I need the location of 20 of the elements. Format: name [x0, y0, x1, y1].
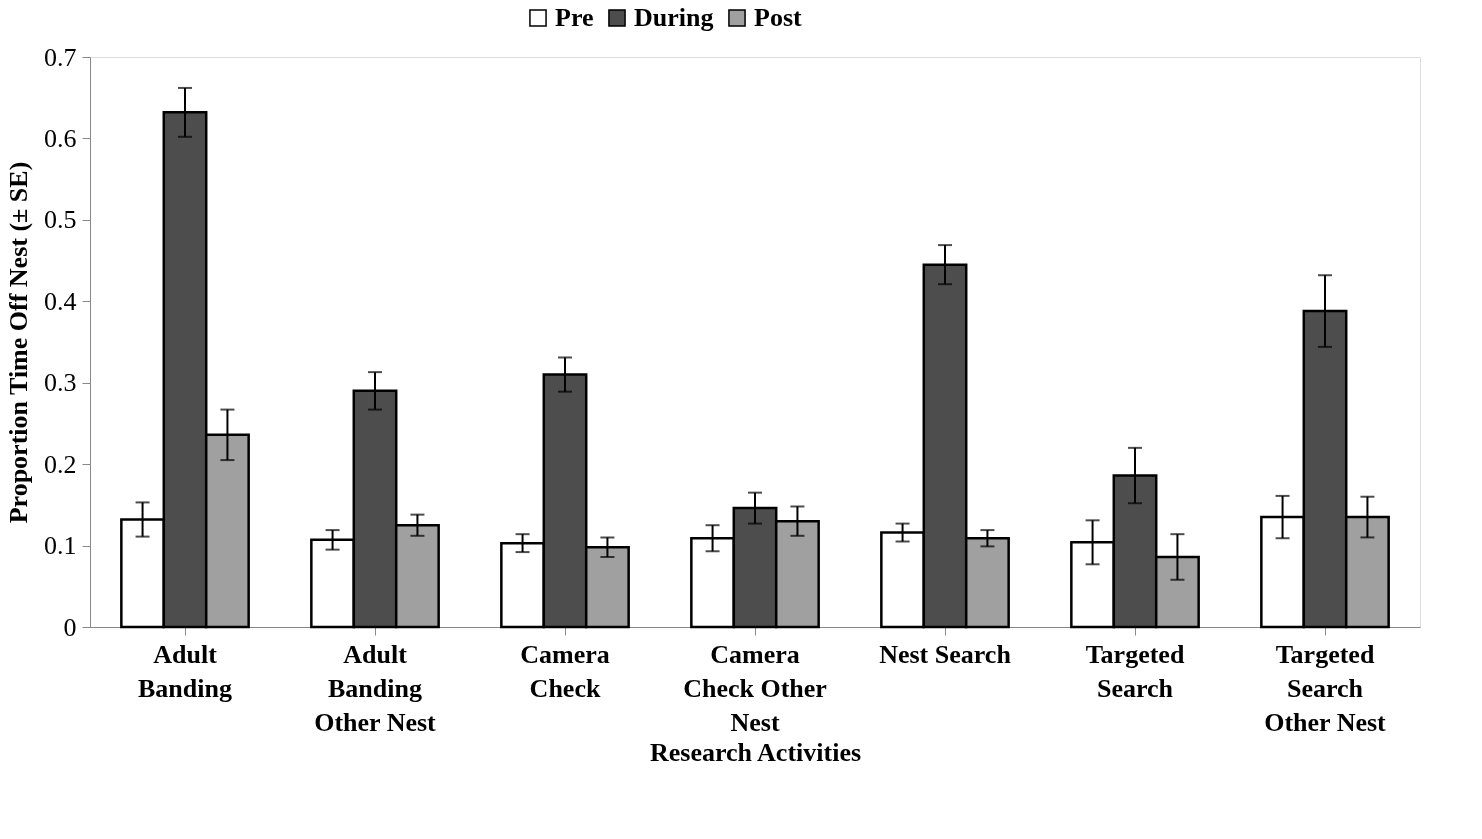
x-tick-label: Adult Banding Other Nest — [314, 639, 437, 737]
y-tick-label: 0.2 — [44, 449, 77, 479]
x-tick-label: Adult Banding — [138, 639, 232, 703]
legend-label: Pre — [555, 3, 594, 32]
y-tick-label: 0.1 — [44, 531, 77, 561]
y-tick-label: 0.4 — [44, 286, 77, 316]
x-tick-label: Targeted Search — [1085, 639, 1185, 703]
x-tick-label: Camera Check — [520, 639, 610, 703]
legend-label: During — [634, 3, 714, 32]
y-tick-label: 0.5 — [44, 205, 77, 235]
x-tick-label: Nest Search — [879, 639, 1012, 669]
y-tick-label: 0.6 — [44, 123, 77, 153]
x-tick-label: Targeted Search Other Nest — [1264, 639, 1387, 737]
x-tick-label: Camera Check Other Nest — [683, 639, 827, 737]
y-tick-label: 0.7 — [44, 42, 77, 72]
y-axis-title: Proportion Time Off Nest (± SE) — [4, 161, 33, 524]
y-tick-label: 0 — [63, 612, 77, 642]
x-axis-title: Research Activities — [649, 737, 862, 767]
legend-label: Post — [754, 3, 802, 32]
y-tick-label: 0.3 — [44, 368, 77, 398]
